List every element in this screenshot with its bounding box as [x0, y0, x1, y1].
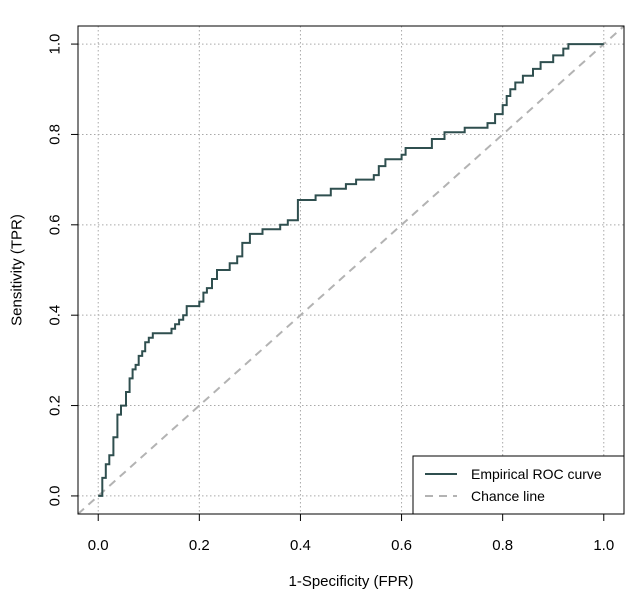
y-tick-label: 0.4 — [47, 305, 64, 326]
y-tick-label: 0.8 — [47, 124, 64, 145]
chance-line — [77, 25, 625, 515]
legend-label-chance-line: Chance line — [471, 488, 545, 504]
gridlines — [78, 26, 624, 514]
x-tick-label: 0.0 — [88, 537, 109, 554]
x-tick-label: 0.2 — [189, 537, 210, 554]
legend-box — [412, 455, 625, 515]
y-tick-label: 0.2 — [47, 395, 64, 416]
legend-label-empirical-roc-curve: Empirical ROC curve — [471, 466, 602, 482]
y-tick-label: 0.6 — [47, 214, 64, 235]
y-tick-label: 0.0 — [47, 485, 64, 506]
x-axis: 0.0 0.2 0.4 0.6 0.8 1.0 — [88, 514, 614, 554]
plot-frame — [77, 25, 625, 515]
x-tick-label: 1.0 — [593, 537, 614, 554]
y-axis: 0.0 0.2 0.4 0.6 0.8 1.0 — [47, 34, 78, 506]
x-tick-label: 0.6 — [391, 537, 412, 554]
x-tick-label: 0.4 — [290, 537, 311, 554]
y-tick-label: 1.0 — [47, 34, 64, 55]
x-axis-label: 1-Specificity (FPR) — [288, 573, 413, 590]
y-axis-label: Sensitivity (TPR) — [9, 214, 26, 326]
x-tick-label: 0.8 — [492, 537, 513, 554]
empirical-roc-curve — [98, 43, 604, 497]
legend: Empirical ROC curve Chance line — [412, 455, 625, 515]
